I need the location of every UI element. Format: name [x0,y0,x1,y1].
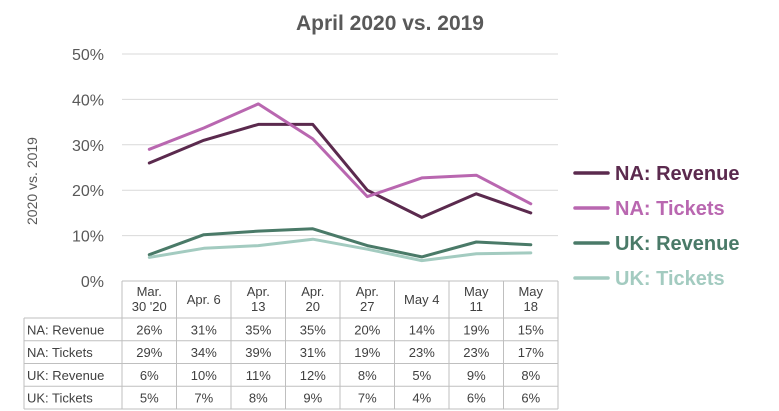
x-tick-label: May [464,284,489,299]
y-tick-label: 0% [81,274,104,291]
x-tick-label: 20 [306,299,320,314]
legend-label: UK: Revenue [615,233,739,255]
x-tick-label: Apr. 6 [187,292,221,307]
table-cell: 8% [358,368,377,383]
table-cell: 26% [136,322,162,337]
table-cell: 7% [358,391,377,406]
legend-label: NA: Tickets [615,198,725,220]
x-tick-label: Mar. [137,284,162,299]
table-cell: 9% [467,368,486,383]
x-tick-label: 13 [251,299,265,314]
table-cell: 6% [467,391,486,406]
table-cell: 12% [300,368,326,383]
table-cell: 19% [354,345,380,360]
x-tick-label: 18 [524,299,538,314]
table-cell: 23% [463,345,489,360]
x-tick-label: 30 '20 [132,299,167,314]
table-cell: 11% [246,368,271,383]
table-cell: 10% [191,368,217,383]
table-cell: 23% [409,345,435,360]
table-cell: 14% [409,322,435,337]
y-tick-label: 40% [72,92,104,109]
x-tick-label: 11 [470,299,484,314]
x-tick-label: Apr. [301,284,324,299]
table-cell: 5% [140,391,159,406]
table-cell: 4% [412,391,431,406]
series-line [147,102,533,206]
table-cell: 35% [300,322,326,337]
table-cell: 35% [245,322,271,337]
table-cell: 17% [518,345,544,360]
table-cell: 34% [191,345,217,360]
table-cell: 9% [303,391,322,406]
table-cell: 7% [194,391,213,406]
table-row-label: NA: Tickets [27,345,93,360]
table-cell: 6% [140,368,159,383]
table-row-label: UK: Revenue [27,368,104,383]
table-row-label: UK: Tickets [27,391,93,406]
table-cell: 19% [463,322,489,337]
table-cell: 6% [521,391,540,406]
chart-title: April 2020 vs. 2019 [296,12,484,35]
series-line [147,227,533,259]
legend-label: UK: Tickets [615,268,725,290]
x-tick-label: May 4 [404,292,439,307]
legend: NA: Revenue NA: Tickets UK: Revenue UK: Tic… [573,163,739,290]
series-lines [147,102,533,263]
legend-label: NA: Revenue [615,163,739,185]
table-cell: 15% [518,322,544,337]
y-tick-label: 20% [72,183,104,200]
table-cell: 8% [249,391,268,406]
series-line [147,122,533,219]
x-tick-label: 27 [360,299,374,314]
y-tick-label: 50% [72,47,104,64]
table-cell: 39% [245,345,271,360]
x-tick-label: Apr. [247,284,270,299]
table-cell: 8% [521,368,540,383]
series-line [147,237,533,263]
table-cell: 31% [300,345,326,360]
y-axis-ticks: 0% 10% 20% 30% 40% 50% [72,47,104,291]
x-tick-label: May [518,284,543,299]
x-tick-label: Apr. [356,284,379,299]
y-tick-label: 30% [72,138,104,155]
table-row-label: NA: Revenue [27,322,104,337]
table-cell: 20% [354,322,380,337]
table-cell: 31% [191,322,217,337]
gridlines [122,53,558,237]
table-cell: 5% [412,368,431,383]
table-cell: 29% [136,345,162,360]
y-axis-label: 2020 vs. 2019 [24,137,40,225]
y-tick-label: 10% [72,229,104,246]
